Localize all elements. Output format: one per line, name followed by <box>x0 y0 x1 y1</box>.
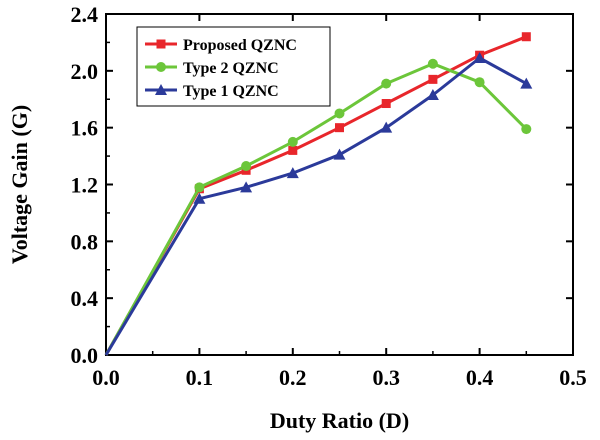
series-layer <box>104 32 533 356</box>
legend: Proposed QZNC Type 2 QZNC Type 1 QZNC <box>136 26 331 107</box>
legend-label: Type 2 QZNC <box>183 60 279 77</box>
y-tick-label: 2.0 <box>71 59 99 84</box>
data-point-square <box>428 74 438 84</box>
data-point-triangle <box>286 167 299 179</box>
legend-item: Type 1 QZNC <box>145 83 279 100</box>
data-point-circle <box>241 161 252 172</box>
y-tick-label: 0.4 <box>71 286 99 311</box>
x-tick-label: 0.4 <box>466 365 494 390</box>
x-tick-label: 0.2 <box>279 365 307 390</box>
data-point-triangle <box>155 84 167 95</box>
data-point-circle <box>156 62 166 72</box>
data-point-triangle <box>240 181 253 193</box>
data-point-triangle <box>380 121 393 133</box>
data-point-circle <box>194 182 205 193</box>
series-circle <box>104 58 532 356</box>
y-tick-label: 1.6 <box>71 116 99 141</box>
data-point-triangle <box>473 52 486 64</box>
x-tick-label: 0.1 <box>186 365 214 390</box>
x-axis-title: Duty Ratio (D) <box>270 408 409 433</box>
y-tick-label: 1.2 <box>71 173 99 198</box>
data-point-triangle <box>520 77 533 89</box>
data-point-square <box>288 145 298 155</box>
data-point-square <box>521 32 531 42</box>
data-point-circle <box>334 108 345 119</box>
legend-label: Proposed QZNC <box>183 37 297 54</box>
data-point-triangle <box>333 148 346 160</box>
data-point-circle <box>381 78 392 89</box>
data-point-circle <box>287 136 298 147</box>
data-point-circle <box>521 124 532 135</box>
x-tick-label: 0.5 <box>559 365 587 390</box>
y-tick-label: 2.4 <box>71 2 99 27</box>
data-point-circle <box>427 58 438 69</box>
series-line <box>104 62 528 356</box>
data-point-square <box>335 123 344 133</box>
y-tick-label: 0.0 <box>71 343 99 368</box>
legend-item: Type 2 QZNC <box>145 60 279 77</box>
data-point-square <box>156 39 166 49</box>
data-point-circle <box>474 77 485 88</box>
x-tick-label: 0.0 <box>92 365 120 390</box>
data-point-square <box>381 99 391 109</box>
tick-labels: 0.0 0.1 0.2 0.3 0.4 0.5 0.0 0.4 0.8 1.2 1.6 2.0 2.4 <box>71 2 587 390</box>
series-triangle <box>104 52 533 356</box>
data-point-triangle <box>193 192 206 204</box>
y-tick-label: 0.8 <box>71 229 99 254</box>
x-tick-label: 0.3 <box>372 365 400 390</box>
legend-item: Proposed QZNC <box>145 37 297 54</box>
ticks <box>105 13 574 356</box>
y-axis-title: Voltage Gain (G) <box>7 105 32 264</box>
legend-label: Type 1 QZNC <box>183 83 279 100</box>
data-point-triangle <box>426 88 439 100</box>
